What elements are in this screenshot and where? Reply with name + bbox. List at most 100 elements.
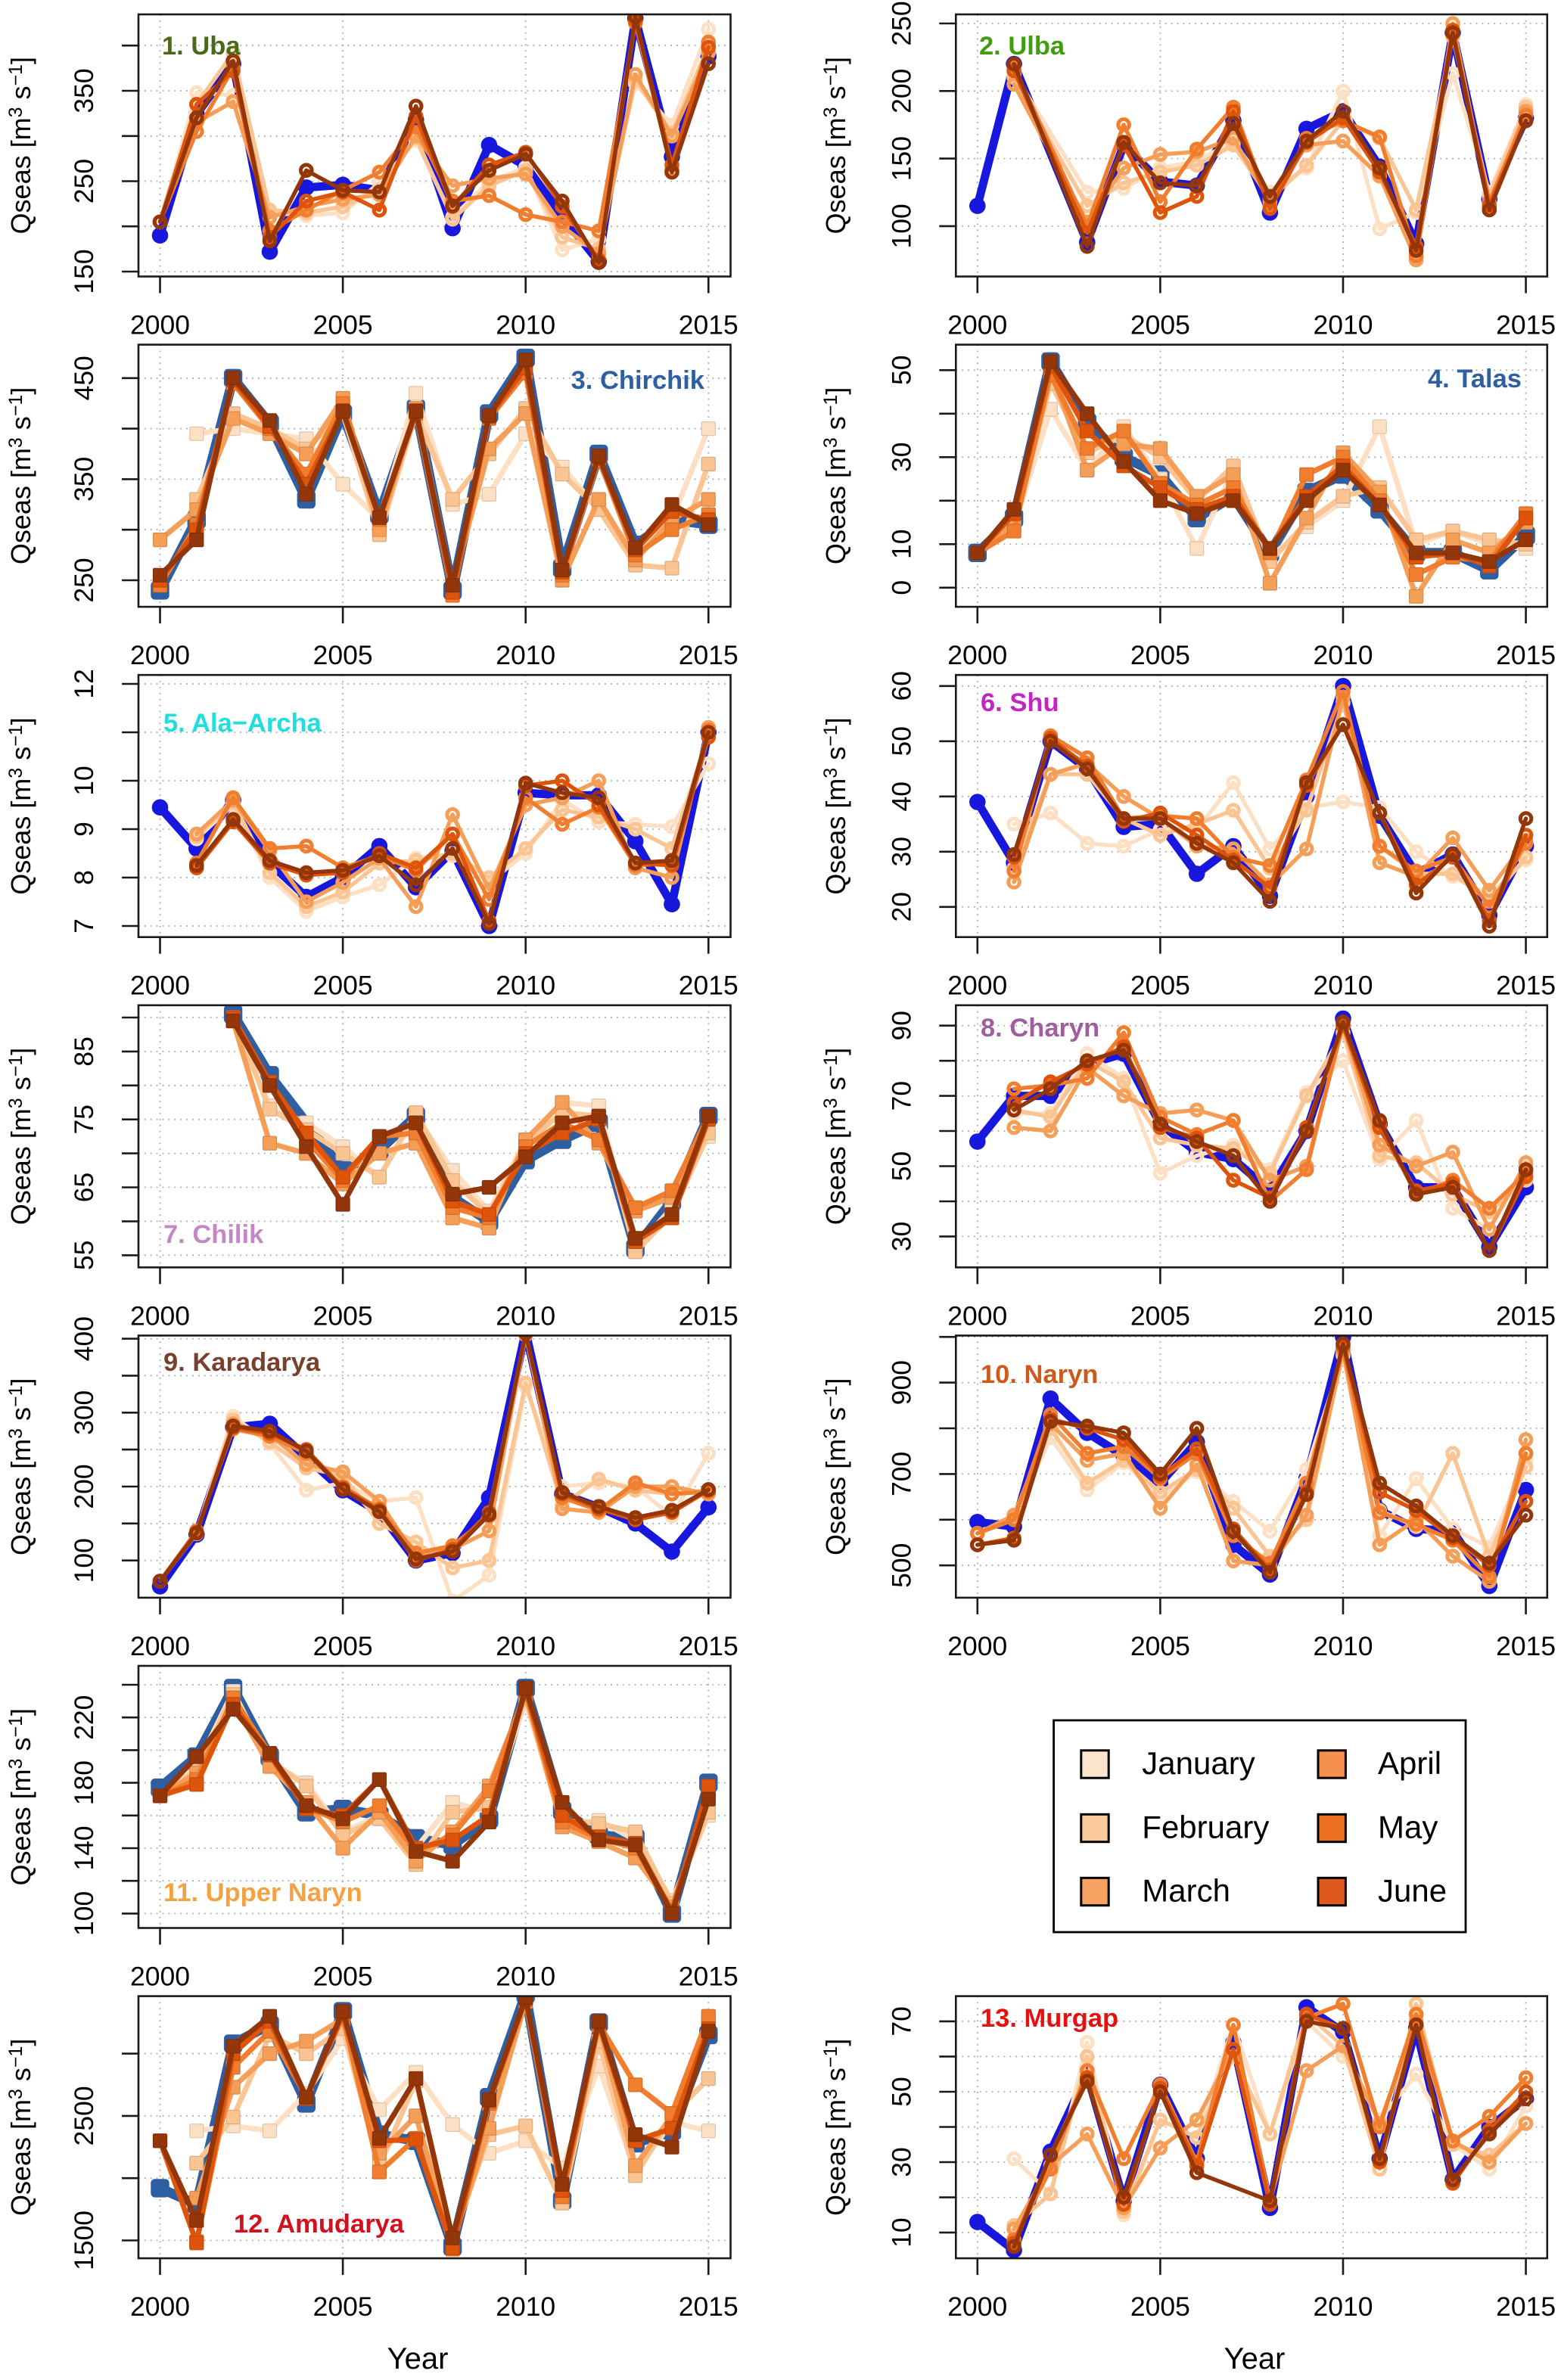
- svg-text:2000: 2000: [947, 2291, 1007, 2322]
- svg-text:2010: 2010: [496, 1631, 555, 1661]
- svg-text:30: 30: [886, 1222, 916, 1252]
- svg-text:2010: 2010: [496, 1300, 555, 1331]
- svg-text:2000: 2000: [947, 1300, 1007, 1331]
- svg-text:2010: 2010: [1314, 1300, 1373, 1331]
- svg-text:350: 350: [69, 68, 99, 113]
- svg-text:2010: 2010: [496, 971, 555, 1001]
- svg-text:13. Murgap: 13. Murgap: [981, 2004, 1118, 2033]
- svg-text:60: 60: [886, 671, 916, 701]
- svg-text:Qseas [m3 s−1]: Qseas [m3 s−1]: [5, 387, 36, 565]
- svg-text:Qseas [m3 s−1]: Qseas [m3 s−1]: [5, 1378, 36, 1555]
- svg-text:450: 450: [69, 356, 99, 400]
- svg-text:30: 30: [886, 443, 916, 473]
- svg-text:2005: 2005: [313, 640, 373, 670]
- svg-text:200: 200: [886, 69, 916, 113]
- svg-text:100: 100: [69, 1891, 99, 1936]
- svg-text:50: 50: [886, 2077, 916, 2107]
- svg-text:700: 700: [886, 1452, 916, 1496]
- svg-text:Qseas [m3 s−1]: Qseas [m3 s−1]: [820, 57, 851, 235]
- svg-text:9: 9: [69, 822, 99, 837]
- svg-text:90: 90: [886, 1011, 916, 1041]
- svg-text:2015: 2015: [1496, 2291, 1556, 2322]
- svg-text:2015: 2015: [1496, 1300, 1556, 1331]
- svg-text:140: 140: [69, 1825, 99, 1870]
- svg-text:10: 10: [886, 2217, 916, 2248]
- svg-text:2005: 2005: [313, 1631, 373, 1661]
- svg-text:7: 7: [69, 918, 99, 934]
- svg-text:12: 12: [69, 669, 99, 699]
- svg-text:8: 8: [69, 870, 99, 885]
- svg-text:2010: 2010: [1314, 310, 1373, 340]
- svg-text:Qseas [m3 s−1]: Qseas [m3 s−1]: [5, 717, 36, 895]
- svg-text:2015: 2015: [1496, 640, 1556, 670]
- svg-text:250: 250: [69, 558, 99, 602]
- svg-text:2015: 2015: [679, 2291, 738, 2322]
- svg-text:5. Ala−Archa: 5. Ala−Archa: [163, 709, 322, 738]
- svg-text:50: 50: [886, 356, 916, 386]
- svg-text:2010: 2010: [1314, 2291, 1373, 2322]
- svg-text:2005: 2005: [1130, 1300, 1190, 1331]
- svg-text:2000: 2000: [947, 640, 1007, 670]
- svg-text:2015: 2015: [1496, 971, 1556, 1001]
- svg-text:2015: 2015: [679, 1962, 738, 1992]
- svg-text:Qseas [m3 s−1]: Qseas [m3 s−1]: [5, 1048, 36, 1226]
- svg-text:2000: 2000: [130, 640, 190, 670]
- svg-text:2005: 2005: [313, 1962, 373, 1992]
- svg-text:150: 150: [886, 136, 916, 181]
- svg-text:10: 10: [886, 530, 916, 560]
- svg-text:2005: 2005: [1130, 971, 1190, 1001]
- svg-text:11. Upper Naryn: 11. Upper Naryn: [163, 1878, 362, 1907]
- svg-text:85: 85: [69, 1036, 99, 1067]
- svg-text:2000: 2000: [130, 1962, 190, 1992]
- svg-text:2000: 2000: [947, 1631, 1007, 1661]
- svg-text:350: 350: [69, 457, 99, 502]
- svg-text:50: 50: [886, 726, 916, 757]
- svg-text:20: 20: [886, 892, 916, 922]
- svg-text:250: 250: [69, 159, 99, 204]
- svg-text:January: January: [1142, 1745, 1255, 1781]
- svg-text:2010: 2010: [496, 1962, 555, 1992]
- svg-text:2005: 2005: [1130, 1631, 1190, 1661]
- svg-text:2010: 2010: [1314, 971, 1373, 1001]
- svg-text:0: 0: [886, 580, 916, 595]
- svg-text:Qseas [m3 s−1]: Qseas [m3 s−1]: [820, 1378, 851, 1555]
- svg-text:Year: Year: [387, 2342, 449, 2375]
- svg-text:2015: 2015: [679, 310, 738, 340]
- svg-text:2015: 2015: [1496, 1631, 1556, 1661]
- svg-text:2005: 2005: [313, 310, 373, 340]
- svg-text:Qseas [m3 s−1]: Qseas [m3 s−1]: [5, 57, 36, 235]
- svg-text:2005: 2005: [1130, 640, 1190, 670]
- svg-text:2000: 2000: [130, 1631, 190, 1661]
- svg-text:Qseas [m3 s−1]: Qseas [m3 s−1]: [820, 1048, 851, 1226]
- svg-text:400: 400: [69, 1316, 99, 1361]
- svg-text:220: 220: [69, 1695, 99, 1740]
- svg-text:10. Naryn: 10. Naryn: [981, 1360, 1098, 1389]
- svg-text:12. Amudarya: 12. Amudarya: [234, 2210, 405, 2239]
- svg-text:180: 180: [69, 1760, 99, 1805]
- svg-text:2015: 2015: [679, 971, 738, 1001]
- svg-text:7. Chilik: 7. Chilik: [163, 1220, 264, 1249]
- svg-text:500: 500: [886, 1543, 916, 1588]
- svg-text:2010: 2010: [1314, 1631, 1373, 1661]
- svg-text:2005: 2005: [1130, 2291, 1190, 2322]
- svg-text:50: 50: [886, 1151, 916, 1182]
- svg-text:100: 100: [886, 204, 916, 248]
- svg-text:Qseas [m3 s−1]: Qseas [m3 s−1]: [820, 2039, 851, 2217]
- svg-text:Qseas [m3 s−1]: Qseas [m3 s−1]: [820, 717, 851, 895]
- svg-text:Qseas [m3 s−1]: Qseas [m3 s−1]: [5, 2039, 36, 2217]
- svg-text:2010: 2010: [496, 2291, 555, 2322]
- svg-text:2015: 2015: [679, 640, 738, 670]
- svg-text:10: 10: [69, 766, 99, 796]
- svg-text:200: 200: [69, 1464, 99, 1508]
- svg-text:8. Charyn: 8. Charyn: [981, 1014, 1099, 1042]
- svg-text:May: May: [1378, 1810, 1438, 1845]
- svg-text:June: June: [1378, 1873, 1447, 1909]
- svg-text:1500: 1500: [69, 2211, 99, 2270]
- svg-text:2500: 2500: [69, 2086, 99, 2145]
- svg-text:2005: 2005: [1130, 310, 1190, 340]
- svg-text:40: 40: [886, 781, 916, 812]
- svg-text:2015: 2015: [679, 1300, 738, 1331]
- svg-text:250: 250: [886, 1, 916, 45]
- svg-text:2000: 2000: [130, 310, 190, 340]
- svg-text:2005: 2005: [313, 2291, 373, 2322]
